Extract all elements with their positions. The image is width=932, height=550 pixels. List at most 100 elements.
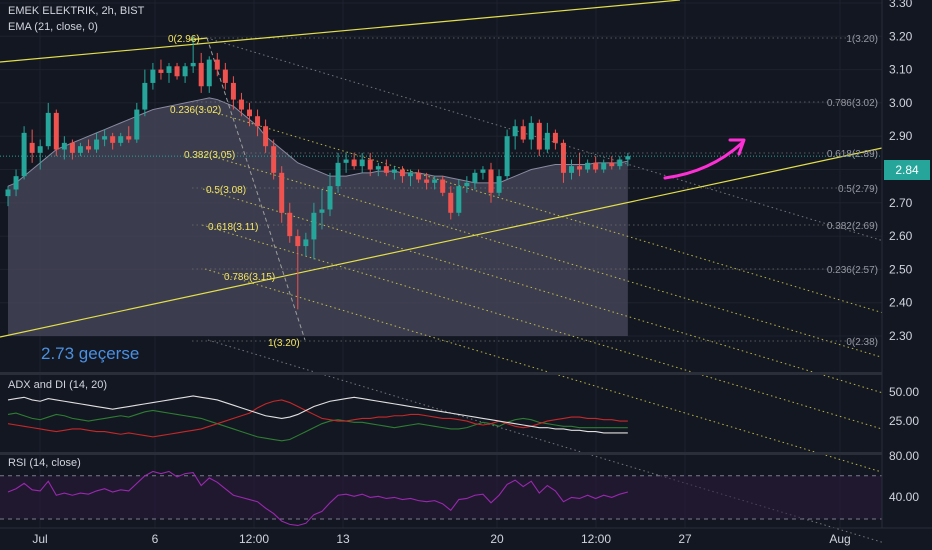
candle-body (343, 159, 349, 163)
fib-labels: 0(2.96) 0.236(3.02) 0.382(3.05) 0.5(3.08) 0.… (168, 34, 878, 349)
candle-body (174, 66, 180, 77)
fib-label-right: 1(3.20) (846, 34, 878, 45)
candle-body (472, 172, 478, 183)
fib-anchor-line (206, 37, 306, 341)
candle-body (367, 159, 373, 170)
candle-body (255, 116, 261, 127)
ema-legend[interactable]: EMA (21, close, 0) (8, 21, 98, 33)
candle-body (150, 69, 156, 83)
fib-label-right: 0.786(3.02) (827, 98, 878, 109)
last-price-tag: 2.84 (884, 160, 930, 180)
price-tick-label: 3.10 (889, 63, 913, 77)
adx-line (7, 395, 628, 434)
fib-label-left: 0.5(3.08) (206, 185, 246, 196)
candle-body (21, 132, 27, 177)
candle-body (271, 146, 277, 173)
candle-body (488, 169, 494, 193)
adx-tick-label: 50.00 (889, 385, 919, 399)
fib-label-right: 0.236(2.57) (827, 265, 878, 276)
candle-body (440, 179, 446, 193)
candle-body (601, 162, 607, 170)
ema-line (7, 97, 628, 187)
fib-label-left: 0(2.96) (168, 34, 200, 45)
candle-body (496, 176, 502, 193)
fib-label-right: 0.618(2.89) (827, 149, 878, 160)
price-tick-label: 2.50 (889, 262, 913, 276)
candle-body (190, 62, 196, 67)
candle-body (134, 109, 140, 140)
candle-body (222, 69, 228, 83)
ema-fill (8, 97, 628, 336)
candle-body (126, 136, 132, 140)
pane-separator (0, 452, 882, 455)
price-tick-label: 2.30 (889, 329, 913, 343)
candle-body (303, 239, 309, 247)
candle-body (464, 182, 470, 187)
candle-body (110, 136, 116, 143)
candle-body (383, 166, 389, 173)
candle-body (311, 212, 317, 240)
annotation-text[interactable]: 2.73 geçerse (41, 344, 140, 363)
fib-label-right: 0.5(2.79) (838, 184, 878, 195)
candle-body (247, 109, 252, 117)
di-minus-line (7, 399, 628, 438)
fib-label-right: 0.382(2.69) (827, 221, 878, 232)
price-tick-label: 3.00 (889, 96, 913, 110)
candle-body (399, 169, 405, 177)
candle-body (319, 209, 325, 213)
candle-body (53, 112, 59, 150)
candle-body (279, 172, 285, 213)
symbol-legend[interactable]: EMEK ELEKTRIK, 2h, BIST (8, 5, 145, 17)
rsi-tick-label: 80.00 (889, 449, 919, 463)
candle-body (166, 66, 172, 73)
adx-legend[interactable]: ADX and DI (14, 20) (8, 379, 108, 391)
candle-body (609, 162, 615, 167)
fib-diagonal (199, 107, 883, 314)
price-tick-label: 2.90 (889, 129, 913, 143)
fib-label-left: 0.618(3.11) (208, 222, 258, 233)
candle-body (456, 186, 462, 213)
candle-body (45, 112, 51, 147)
candle-body (37, 146, 43, 153)
candle-body (263, 126, 269, 147)
time-tick-label: 12:00 (239, 532, 269, 546)
ema-area (7, 97, 628, 336)
fib-diagonal (206, 37, 883, 241)
candle-body (295, 236, 301, 247)
candle-body (335, 162, 341, 187)
fib-label-left: 1(3.20) (268, 338, 300, 349)
arrow-head (728, 138, 746, 156)
candle-body (198, 62, 204, 87)
candle-body (577, 166, 583, 170)
candle-body (61, 142, 67, 150)
time-tick-label: 20 (490, 532, 504, 546)
candle-body (552, 132, 558, 143)
candle-body (375, 166, 381, 170)
candle-body (77, 146, 83, 153)
time-tick-label: 6 (152, 532, 159, 546)
price-tick-label: 3.30 (889, 0, 913, 10)
candle-body (480, 169, 486, 173)
rsi-band (0, 475, 882, 519)
fib-diagonal (200, 152, 883, 358)
candle-body (86, 146, 91, 150)
rsi-legend[interactable]: RSI (14, close) (8, 457, 81, 469)
candle-body (424, 179, 430, 183)
support-trendline (0, 147, 883, 338)
candle-body (5, 189, 11, 197)
candle-body (287, 212, 293, 237)
time-tick-label: 12:00 (581, 532, 611, 546)
price-tick-label: 2.70 (889, 196, 913, 210)
candle-body (327, 186, 333, 210)
forecast-arrow[interactable] (663, 138, 746, 180)
candle-body (512, 126, 518, 137)
candle-body (13, 176, 19, 190)
price-tick-label: 2.60 (889, 229, 913, 243)
candle-body (528, 122, 534, 140)
candle-body (520, 126, 526, 140)
candle-body (69, 142, 75, 153)
candle-body (408, 172, 413, 177)
price-tick-label: 2.40 (889, 296, 913, 310)
